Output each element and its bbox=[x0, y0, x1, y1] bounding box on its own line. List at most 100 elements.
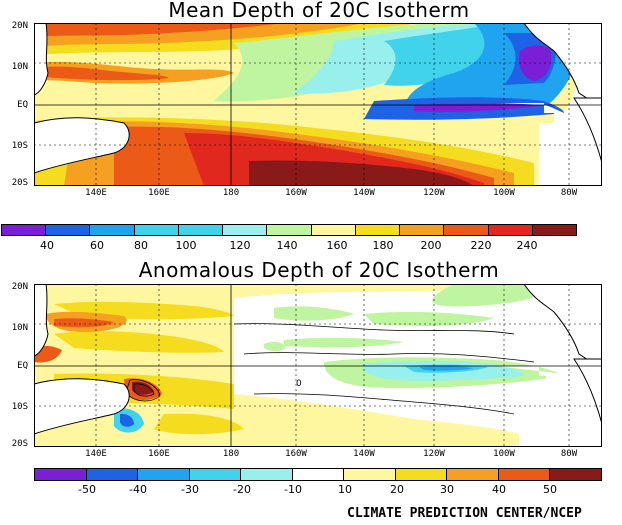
colorbar-swatch bbox=[89, 225, 134, 235]
colorbar-label: 220 bbox=[470, 239, 492, 252]
colorbar-label: -40 bbox=[129, 483, 147, 496]
map-grid bbox=[34, 23, 602, 186]
colorbar-label: -10 bbox=[284, 483, 302, 496]
land-new-guinea-australia bbox=[34, 378, 130, 435]
colorbar-label: -20 bbox=[233, 483, 251, 496]
contour-label: 0 bbox=[296, 379, 302, 389]
top-panel-lon-labels: 140E 160E 180 160W 140W 120W 100W 80W bbox=[34, 188, 602, 200]
lon-label: 80W bbox=[560, 449, 578, 459]
colorbar-label: -30 bbox=[181, 483, 199, 496]
no-data-region bbox=[499, 23, 602, 186]
top-colorbar-labels: 40 60 80 100 120 140 160 180 200 220 240 bbox=[0, 239, 600, 253]
top-colorbar bbox=[1, 224, 577, 236]
colorbar-swatch bbox=[133, 225, 178, 235]
lon-label: 160W bbox=[285, 449, 307, 459]
top-map bbox=[34, 23, 602, 186]
colorbar-swatch bbox=[177, 225, 223, 235]
colorbar-swatch bbox=[394, 469, 447, 480]
colorbar-label: 240 bbox=[516, 239, 538, 252]
colorbar-swatch bbox=[188, 469, 241, 480]
colorbar-label: 80 bbox=[134, 239, 148, 252]
colorbar-label: 60 bbox=[90, 239, 104, 252]
top-panel-lat-labels: 20N 10N EQ 10S 20S bbox=[0, 20, 32, 190]
colorbar-swatch bbox=[137, 469, 189, 480]
colorbar-swatch bbox=[291, 469, 344, 480]
colorbar-swatch bbox=[45, 225, 90, 235]
colorbar-swatch bbox=[35, 469, 86, 480]
map-frame bbox=[34, 284, 602, 447]
lat-label: 20N bbox=[11, 282, 28, 292]
lon-label: 160E bbox=[148, 449, 170, 459]
colorbar-swatch bbox=[446, 469, 498, 480]
lon-label: 100W bbox=[493, 188, 515, 198]
bottom-colorbar bbox=[34, 468, 602, 481]
colorbar-label: 50 bbox=[543, 483, 557, 496]
bottom-panel-lat-labels: 20N 10N EQ 10S 20S bbox=[0, 281, 32, 451]
anomaly-region bbox=[432, 284, 554, 307]
colorbar-swatch bbox=[2, 225, 46, 235]
colorbar-label: 30 bbox=[440, 483, 454, 496]
anomaly-region bbox=[274, 306, 354, 321]
lon-label: 140E bbox=[85, 449, 107, 459]
anomaly-region bbox=[132, 381, 154, 395]
lon-label: 120W bbox=[423, 188, 445, 198]
bottom-panel-title: Anomalous Depth of 20C Isotherm bbox=[138, 258, 500, 282]
colorbar-label: 180 bbox=[372, 239, 394, 252]
anomaly-contours bbox=[125, 323, 535, 415]
lon-label: 120W bbox=[423, 449, 445, 459]
anomaly-region bbox=[120, 413, 134, 427]
lat-label: 20N bbox=[11, 21, 28, 31]
anomaly-region bbox=[54, 331, 224, 353]
land-new-guinea-australia bbox=[34, 117, 130, 174]
anomaly-region bbox=[284, 337, 404, 348]
mean-contour-region bbox=[414, 103, 549, 112]
colorbar-swatch bbox=[443, 225, 488, 235]
colorbar-label: 200 bbox=[420, 239, 442, 252]
colorbar-label: 100 bbox=[175, 239, 197, 252]
lat-label: 20S bbox=[11, 178, 28, 188]
anomaly-region bbox=[234, 394, 519, 447]
bottom-panel-lon-labels: 140E 160E 180 160W 140W 120W 100W 80W bbox=[34, 449, 602, 461]
lat-label: 10S bbox=[11, 402, 28, 412]
mean-contour-region bbox=[44, 66, 169, 81]
anomaly-region bbox=[419, 366, 474, 371]
colorbar-swatch bbox=[310, 225, 355, 235]
anomaly-region bbox=[154, 413, 244, 435]
colorbar-label: 40 bbox=[40, 239, 54, 252]
colorbar-label: 160 bbox=[326, 239, 348, 252]
land-philippines-asia bbox=[34, 284, 49, 357]
lon-label: 100W bbox=[493, 449, 515, 459]
lon-label: 160W bbox=[285, 188, 307, 198]
colorbar-swatch bbox=[343, 469, 395, 480]
lon-label: 140W bbox=[353, 188, 375, 198]
colorbar-swatch bbox=[222, 225, 267, 235]
map-frame bbox=[34, 23, 602, 186]
colorbar-swatch bbox=[531, 225, 577, 235]
map-grid bbox=[34, 284, 602, 447]
lon-label: 80W bbox=[560, 188, 578, 198]
lat-label: 10N bbox=[11, 323, 28, 333]
colorbar-label: -50 bbox=[78, 483, 96, 496]
land-central-america bbox=[523, 284, 602, 370]
land-central-america bbox=[523, 23, 602, 109]
colorbar-swatch bbox=[354, 225, 400, 235]
lat-label: 10N bbox=[11, 62, 28, 72]
colorbar-label: 40 bbox=[492, 483, 506, 496]
colorbar-label: 140 bbox=[276, 239, 298, 252]
anomaly-region bbox=[264, 341, 286, 351]
colorbar-swatch bbox=[497, 469, 550, 480]
lon-label: 160E bbox=[148, 188, 170, 198]
colorbar-label: 120 bbox=[229, 239, 251, 252]
colorbar-swatch bbox=[487, 225, 532, 235]
colorbar-label: 20 bbox=[390, 483, 404, 496]
bottom-colorbar-labels: -50 -40 -30 -20 -10 10 20 30 40 50 bbox=[0, 483, 600, 497]
anomaly-region bbox=[234, 284, 514, 298]
colorbar-swatch bbox=[266, 225, 311, 235]
colorbar-swatch bbox=[240, 469, 292, 480]
credit-text: CLIMATE PREDICTION CENTER/NCEP bbox=[347, 506, 582, 521]
lat-label: EQ bbox=[17, 361, 28, 371]
colorbar-swatch bbox=[399, 225, 444, 235]
anomaly-region bbox=[54, 318, 114, 328]
lat-label: 10S bbox=[11, 141, 28, 151]
colorbar-label: 10 bbox=[338, 483, 352, 496]
